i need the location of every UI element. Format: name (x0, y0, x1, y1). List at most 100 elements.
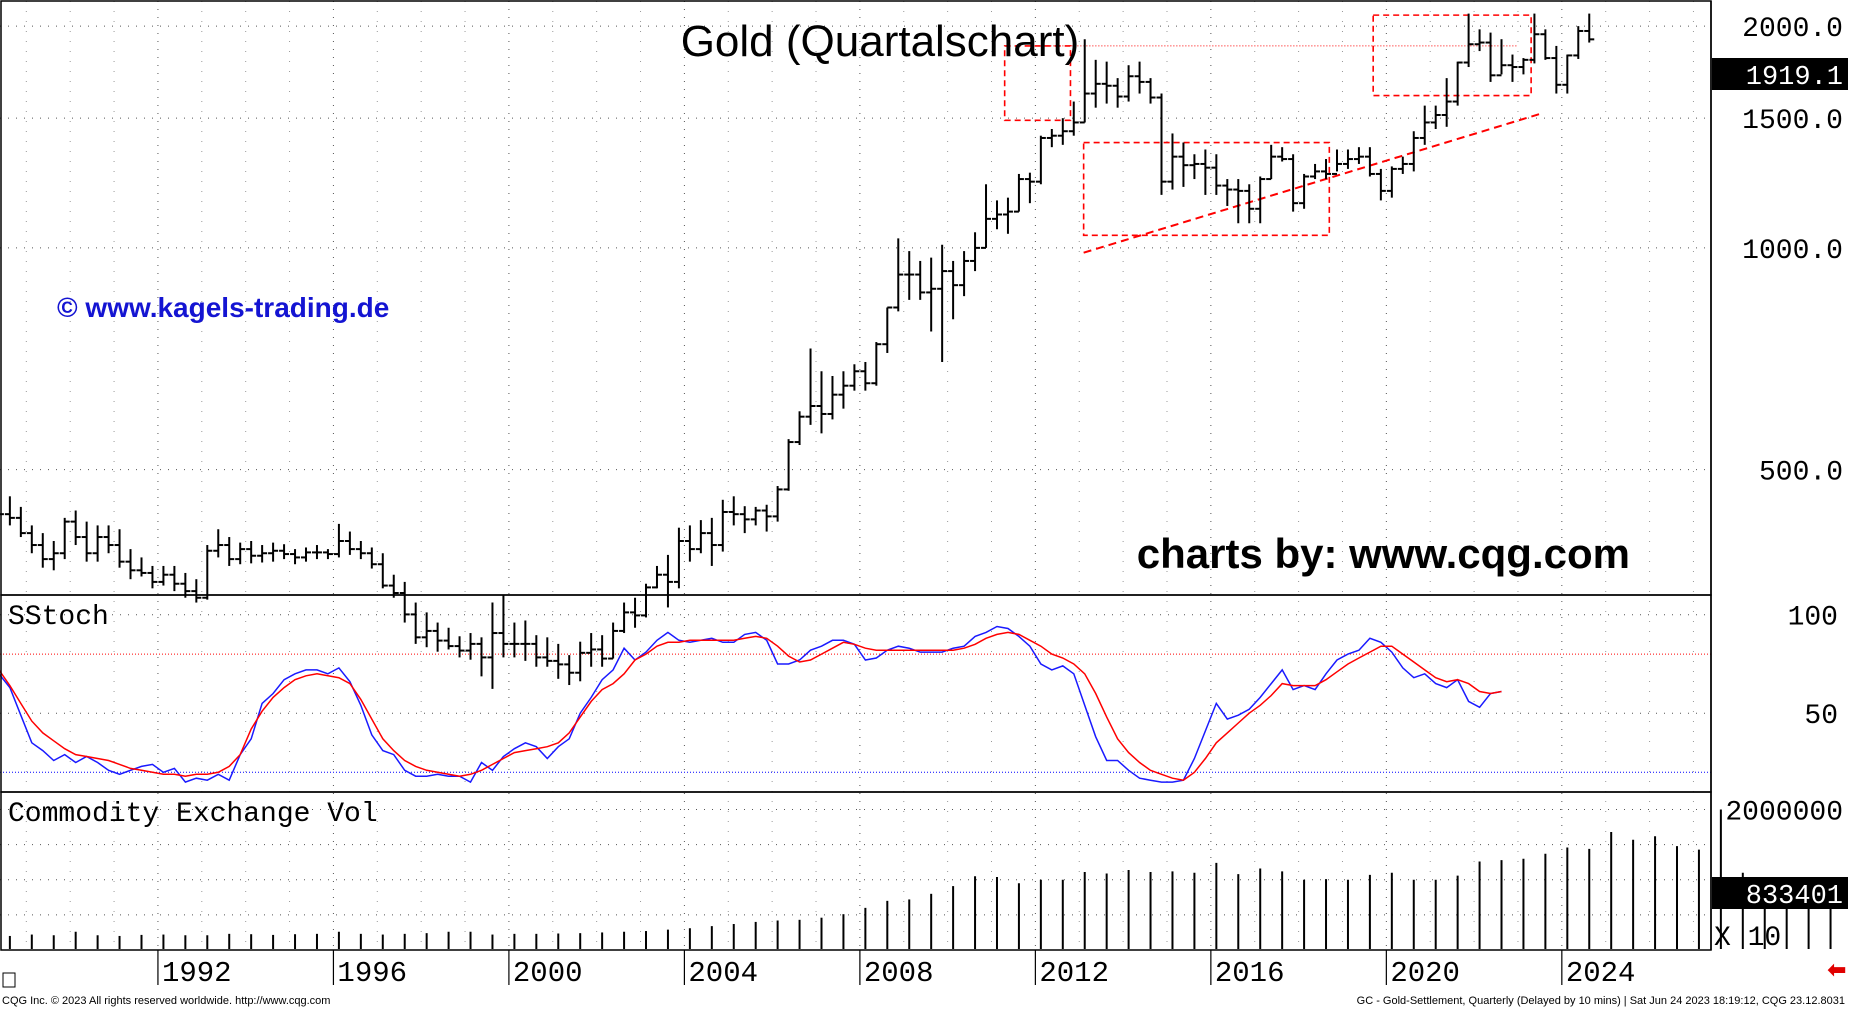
ohlc-bar (202, 545, 213, 600)
ohlc-bar (1299, 173, 1310, 209)
ohlc-bar (1353, 147, 1364, 164)
ohlc-bar (235, 542, 246, 565)
ohlc-bar (1408, 131, 1419, 172)
ohlc-bar (772, 486, 783, 522)
ohlc-bar (1156, 93, 1167, 195)
ohlc-bar (1485, 32, 1496, 82)
ohlc-bar (1430, 105, 1441, 130)
ohlc-bar (1145, 78, 1156, 104)
volume-tick-label: 2000000 (1725, 798, 1843, 829)
ohlc-bar (520, 620, 531, 661)
ohlc-bar (531, 635, 542, 667)
ohlc-bar (465, 633, 476, 660)
scroll-right-arrow-icon[interactable]: ⬅ (1828, 957, 1846, 982)
ohlc-bar (15, 506, 26, 538)
ohlc-bar (1463, 13, 1474, 68)
ohlc-bar (1419, 105, 1430, 145)
ohlc-bar (1046, 129, 1057, 148)
ohlc-bar (103, 525, 114, 554)
ohlc-bar (948, 260, 959, 320)
ohlc-bar (180, 572, 191, 598)
ohlc-bar (443, 627, 454, 650)
x-tick-label: 1996 (337, 957, 407, 990)
ohlc-bar (1123, 65, 1134, 102)
ohlc-bar (1189, 154, 1200, 180)
ohlc-bar (827, 375, 838, 420)
ohlc-bar (619, 602, 630, 634)
ohlc-bar (1024, 172, 1035, 204)
stochastic-lines (0, 625, 1502, 784)
y-tick-label: 1500.0 (1742, 106, 1843, 137)
annotation-trendline (1083, 112, 1541, 254)
ohlc-bar (246, 541, 257, 564)
ohlc-bar (268, 542, 279, 562)
ohlc-bar (1310, 163, 1321, 180)
ohlc-bar (4, 496, 15, 526)
x-tick-label: 2016 (1215, 957, 1285, 990)
footer-contract-info: GC - Gold-Settlement, Quarterly (Delayed… (1357, 995, 1845, 1007)
volume-bars (8, 809, 1832, 949)
ohlc-bar (1518, 58, 1529, 75)
y-tick-label: 500.0 (1759, 458, 1843, 489)
stoch-line-slow (0, 631, 1502, 781)
ohlc-bar (1178, 142, 1189, 187)
ohlc-bar (706, 517, 717, 566)
ohlc-bar (1540, 29, 1551, 60)
ohlc-bar (991, 200, 1002, 230)
ohlc-bar (564, 655, 575, 686)
ohlc-bar (838, 371, 849, 409)
ohlc-bar (301, 547, 312, 562)
ohlc-bar (651, 565, 662, 589)
annotation-box (1082, 141, 1331, 237)
axis-labels: 1992 1996 2000 2004 2008 2012 2016 2020 2024 500.… (157, 14, 1843, 990)
ohlc-bar (224, 537, 235, 566)
ohlc-bar (1090, 59, 1101, 108)
x-tick-label: 2008 (864, 957, 934, 990)
ohlc-bar (191, 579, 202, 603)
footer-checkbox[interactable] (2, 972, 16, 988)
ohlc-bar (344, 531, 355, 555)
ohlc-bar (959, 251, 970, 297)
ohlc-bar (388, 574, 399, 598)
ohlc-bar (213, 529, 224, 558)
ohlc-bar (1222, 179, 1233, 206)
annotation-box (1003, 45, 1072, 122)
ohlc-bar (322, 549, 333, 560)
ohlc-bar (575, 641, 586, 682)
x-tick-label: 2020 (1390, 957, 1460, 990)
ohlc-bar (695, 520, 706, 554)
ohlc-bar (1233, 179, 1244, 224)
ohlc-bar (1496, 39, 1507, 77)
ohlc-bar (1101, 61, 1112, 104)
ohlc-bar (1551, 45, 1562, 94)
ohlc-bar (487, 602, 498, 689)
ohlc-bar (1452, 61, 1463, 106)
ohlc-bar (1057, 118, 1068, 145)
ohlc-bar (279, 544, 290, 560)
ohlc-bar (1331, 149, 1342, 175)
ohlc-bar (1529, 13, 1540, 64)
stoch-line-fast (0, 625, 1502, 784)
y-tick-label: 2000.0 (1742, 14, 1843, 45)
ohlc-bar (684, 525, 695, 562)
ohlc-bar (882, 306, 893, 353)
ohlc-bar (805, 348, 816, 425)
last-volume-box (1712, 877, 1848, 909)
watermark-cqg: charts by: www.cqg.com (1137, 530, 1630, 577)
last-price-label: 1919.1 (1746, 63, 1843, 93)
x-tick-label: 2012 (1039, 957, 1109, 990)
ohlc-bar (432, 622, 443, 652)
ohlc-bar (1079, 39, 1090, 124)
ohlc-bar (641, 583, 652, 618)
ohlc-bar (553, 643, 564, 679)
ohlc-bar (1266, 144, 1277, 181)
ohlc-bar (70, 510, 81, 546)
stoch-panel-title: SStoch (8, 602, 109, 633)
ohlc-bar (1507, 54, 1518, 82)
watermark-kagels: © www.kagels-trading.de (57, 292, 389, 323)
ohlc-bar (662, 554, 673, 608)
ohlc-bar (1441, 78, 1452, 127)
ohlc-bar (981, 184, 992, 249)
